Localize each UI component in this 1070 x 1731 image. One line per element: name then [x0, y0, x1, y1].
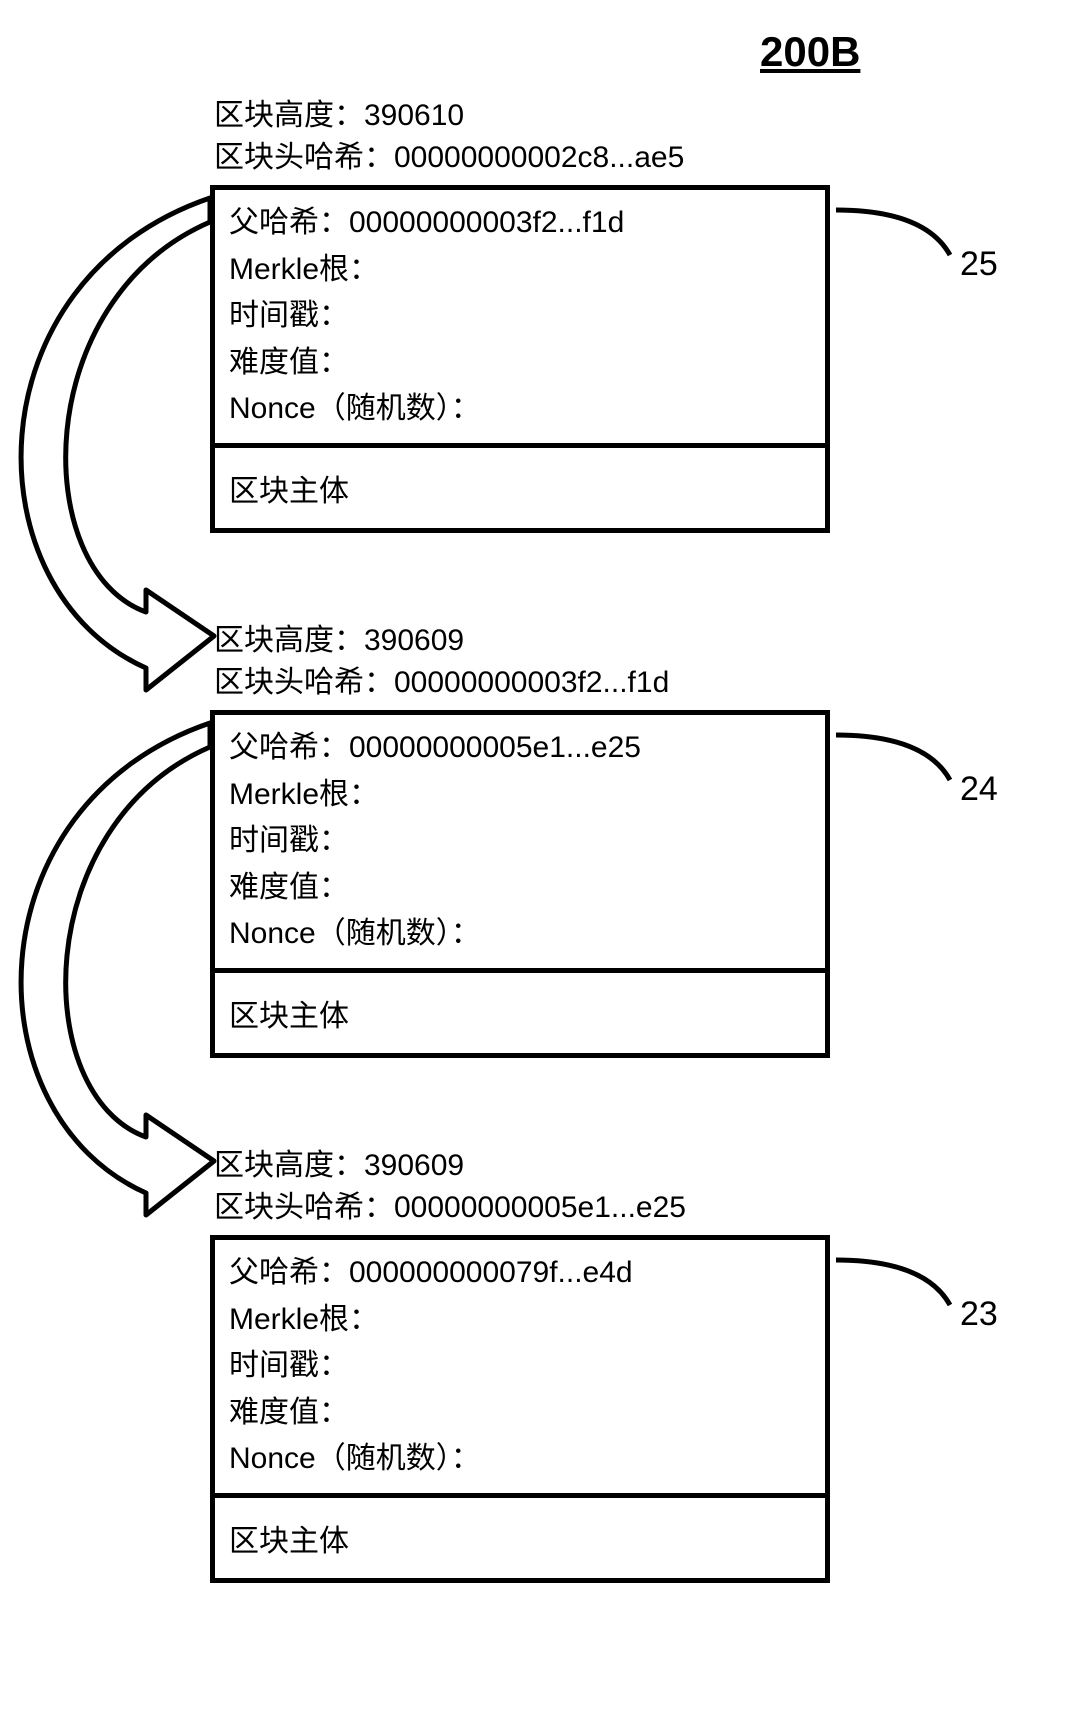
- header-hash-line: 区块头哈希：00000000005e1...e25: [214, 1187, 830, 1229]
- parent-hash-value: 00000000003f2...f1d: [349, 206, 624, 239]
- header-hash-value: 00000000005e1...e25: [394, 1191, 686, 1224]
- block-height-label: 区块高度：: [214, 1149, 364, 1182]
- header-hash-value: 00000000003f2...f1d: [394, 666, 669, 699]
- reference-number: 23: [960, 1295, 998, 1334]
- parent-hash-label: 父哈希：: [229, 731, 349, 764]
- block-box: 父哈希：000000000079f...e4d Merkle根： 时间戳： 难度值： N…: [210, 1235, 830, 1583]
- block-body: 区块主体: [215, 973, 825, 1053]
- header-hash-label: 区块头哈希：: [214, 666, 394, 699]
- header-hash-label: 区块头哈希：: [214, 1191, 394, 1224]
- parent-hash-field: 父哈希：00000000003f2...f1d: [229, 200, 811, 247]
- merkle-root-label: Merkle根：: [229, 253, 379, 286]
- timestamp-label: 时间戳：: [229, 824, 349, 857]
- timestamp-field: 时间戳：: [229, 293, 811, 340]
- header-hash-value: 00000000002c8...ae5: [394, 141, 684, 174]
- block-height-label: 区块高度：: [214, 624, 364, 657]
- header-hash-label: 区块头哈希：: [214, 141, 394, 174]
- difficulty-label: 难度值：: [229, 346, 349, 379]
- block-height-label: 区块高度：: [214, 99, 364, 132]
- block-height-line: 区块高度：390610: [214, 95, 830, 137]
- header-hash-line: 区块头哈希：00000000003f2...f1d: [214, 662, 830, 704]
- block-height-line: 区块高度：390609: [214, 620, 830, 662]
- block-group: 区块高度：390609区块头哈希：00000000003f2...f1d父哈希：…: [210, 620, 830, 1058]
- header-hash-line: 区块头哈希：00000000002c8...ae5: [214, 137, 830, 179]
- figure-label: 200B: [760, 28, 860, 76]
- link-arrow: [21, 198, 214, 690]
- difficulty-field: 难度值：: [229, 1390, 811, 1437]
- block-height-value: 390609: [364, 1149, 464, 1182]
- parent-hash-field: 父哈希：00000000005e1...e25: [229, 725, 811, 772]
- nonce-field: Nonce（随机数）：: [229, 911, 811, 958]
- block-height-value: 390609: [364, 624, 464, 657]
- merkle-root-field: Merkle根：: [229, 1297, 811, 1344]
- nonce-field: Nonce（随机数）：: [229, 1436, 811, 1483]
- link-arrow: [21, 723, 214, 1215]
- reference-curve: [836, 1260, 950, 1305]
- nonce-field: Nonce（随机数）：: [229, 386, 811, 433]
- parent-hash-label: 父哈希：: [229, 1256, 349, 1289]
- merkle-root-field: Merkle根：: [229, 247, 811, 294]
- block-header: 父哈希：00000000003f2...f1d Merkle根： 时间戳： 难度值： N…: [215, 190, 825, 448]
- timestamp-label: 时间戳：: [229, 1349, 349, 1382]
- block-height-line: 区块高度：390609: [214, 1145, 830, 1187]
- merkle-root-field: Merkle根：: [229, 772, 811, 819]
- block-header: 父哈希：000000000079f...e4d Merkle根： 时间戳： 难度值： N…: [215, 1240, 825, 1498]
- difficulty-field: 难度值：: [229, 865, 811, 912]
- block-header: 父哈希：00000000005e1...e25 Merkle根： 时间戳： 难度值： N…: [215, 715, 825, 973]
- difficulty-label: 难度值：: [229, 871, 349, 904]
- difficulty-label: 难度值：: [229, 1396, 349, 1429]
- block-body: 区块主体: [215, 1498, 825, 1578]
- block-height-value: 390610: [364, 99, 464, 132]
- reference-number: 25: [960, 245, 998, 284]
- block-group: 区块高度：390609区块头哈希：00000000005e1...e25父哈希：…: [210, 1145, 830, 1583]
- block-group: 区块高度：390610区块头哈希：00000000002c8...ae5父哈希：…: [210, 95, 830, 533]
- nonce-label: Nonce（随机数）：: [229, 917, 481, 950]
- parent-hash-value: 00000000005e1...e25: [349, 731, 641, 764]
- difficulty-field: 难度值：: [229, 340, 811, 387]
- reference-number: 24: [960, 770, 998, 809]
- timestamp-field: 时间戳：: [229, 818, 811, 865]
- block-body: 区块主体: [215, 448, 825, 528]
- merkle-root-label: Merkle根：: [229, 778, 379, 811]
- nonce-label: Nonce（随机数）：: [229, 392, 481, 425]
- nonce-label: Nonce（随机数）：: [229, 1442, 481, 1475]
- merkle-root-label: Merkle根：: [229, 1303, 379, 1336]
- timestamp-field: 时间戳：: [229, 1343, 811, 1390]
- reference-curve: [836, 210, 950, 255]
- parent-hash-field: 父哈希：000000000079f...e4d: [229, 1250, 811, 1297]
- timestamp-label: 时间戳：: [229, 299, 349, 332]
- block-box: 父哈希：00000000005e1...e25 Merkle根： 时间戳： 难度值： N…: [210, 710, 830, 1058]
- parent-hash-label: 父哈希：: [229, 206, 349, 239]
- reference-curve: [836, 735, 950, 780]
- parent-hash-value: 000000000079f...e4d: [349, 1256, 633, 1289]
- block-box: 父哈希：00000000003f2...f1d Merkle根： 时间戳： 难度值： N…: [210, 185, 830, 533]
